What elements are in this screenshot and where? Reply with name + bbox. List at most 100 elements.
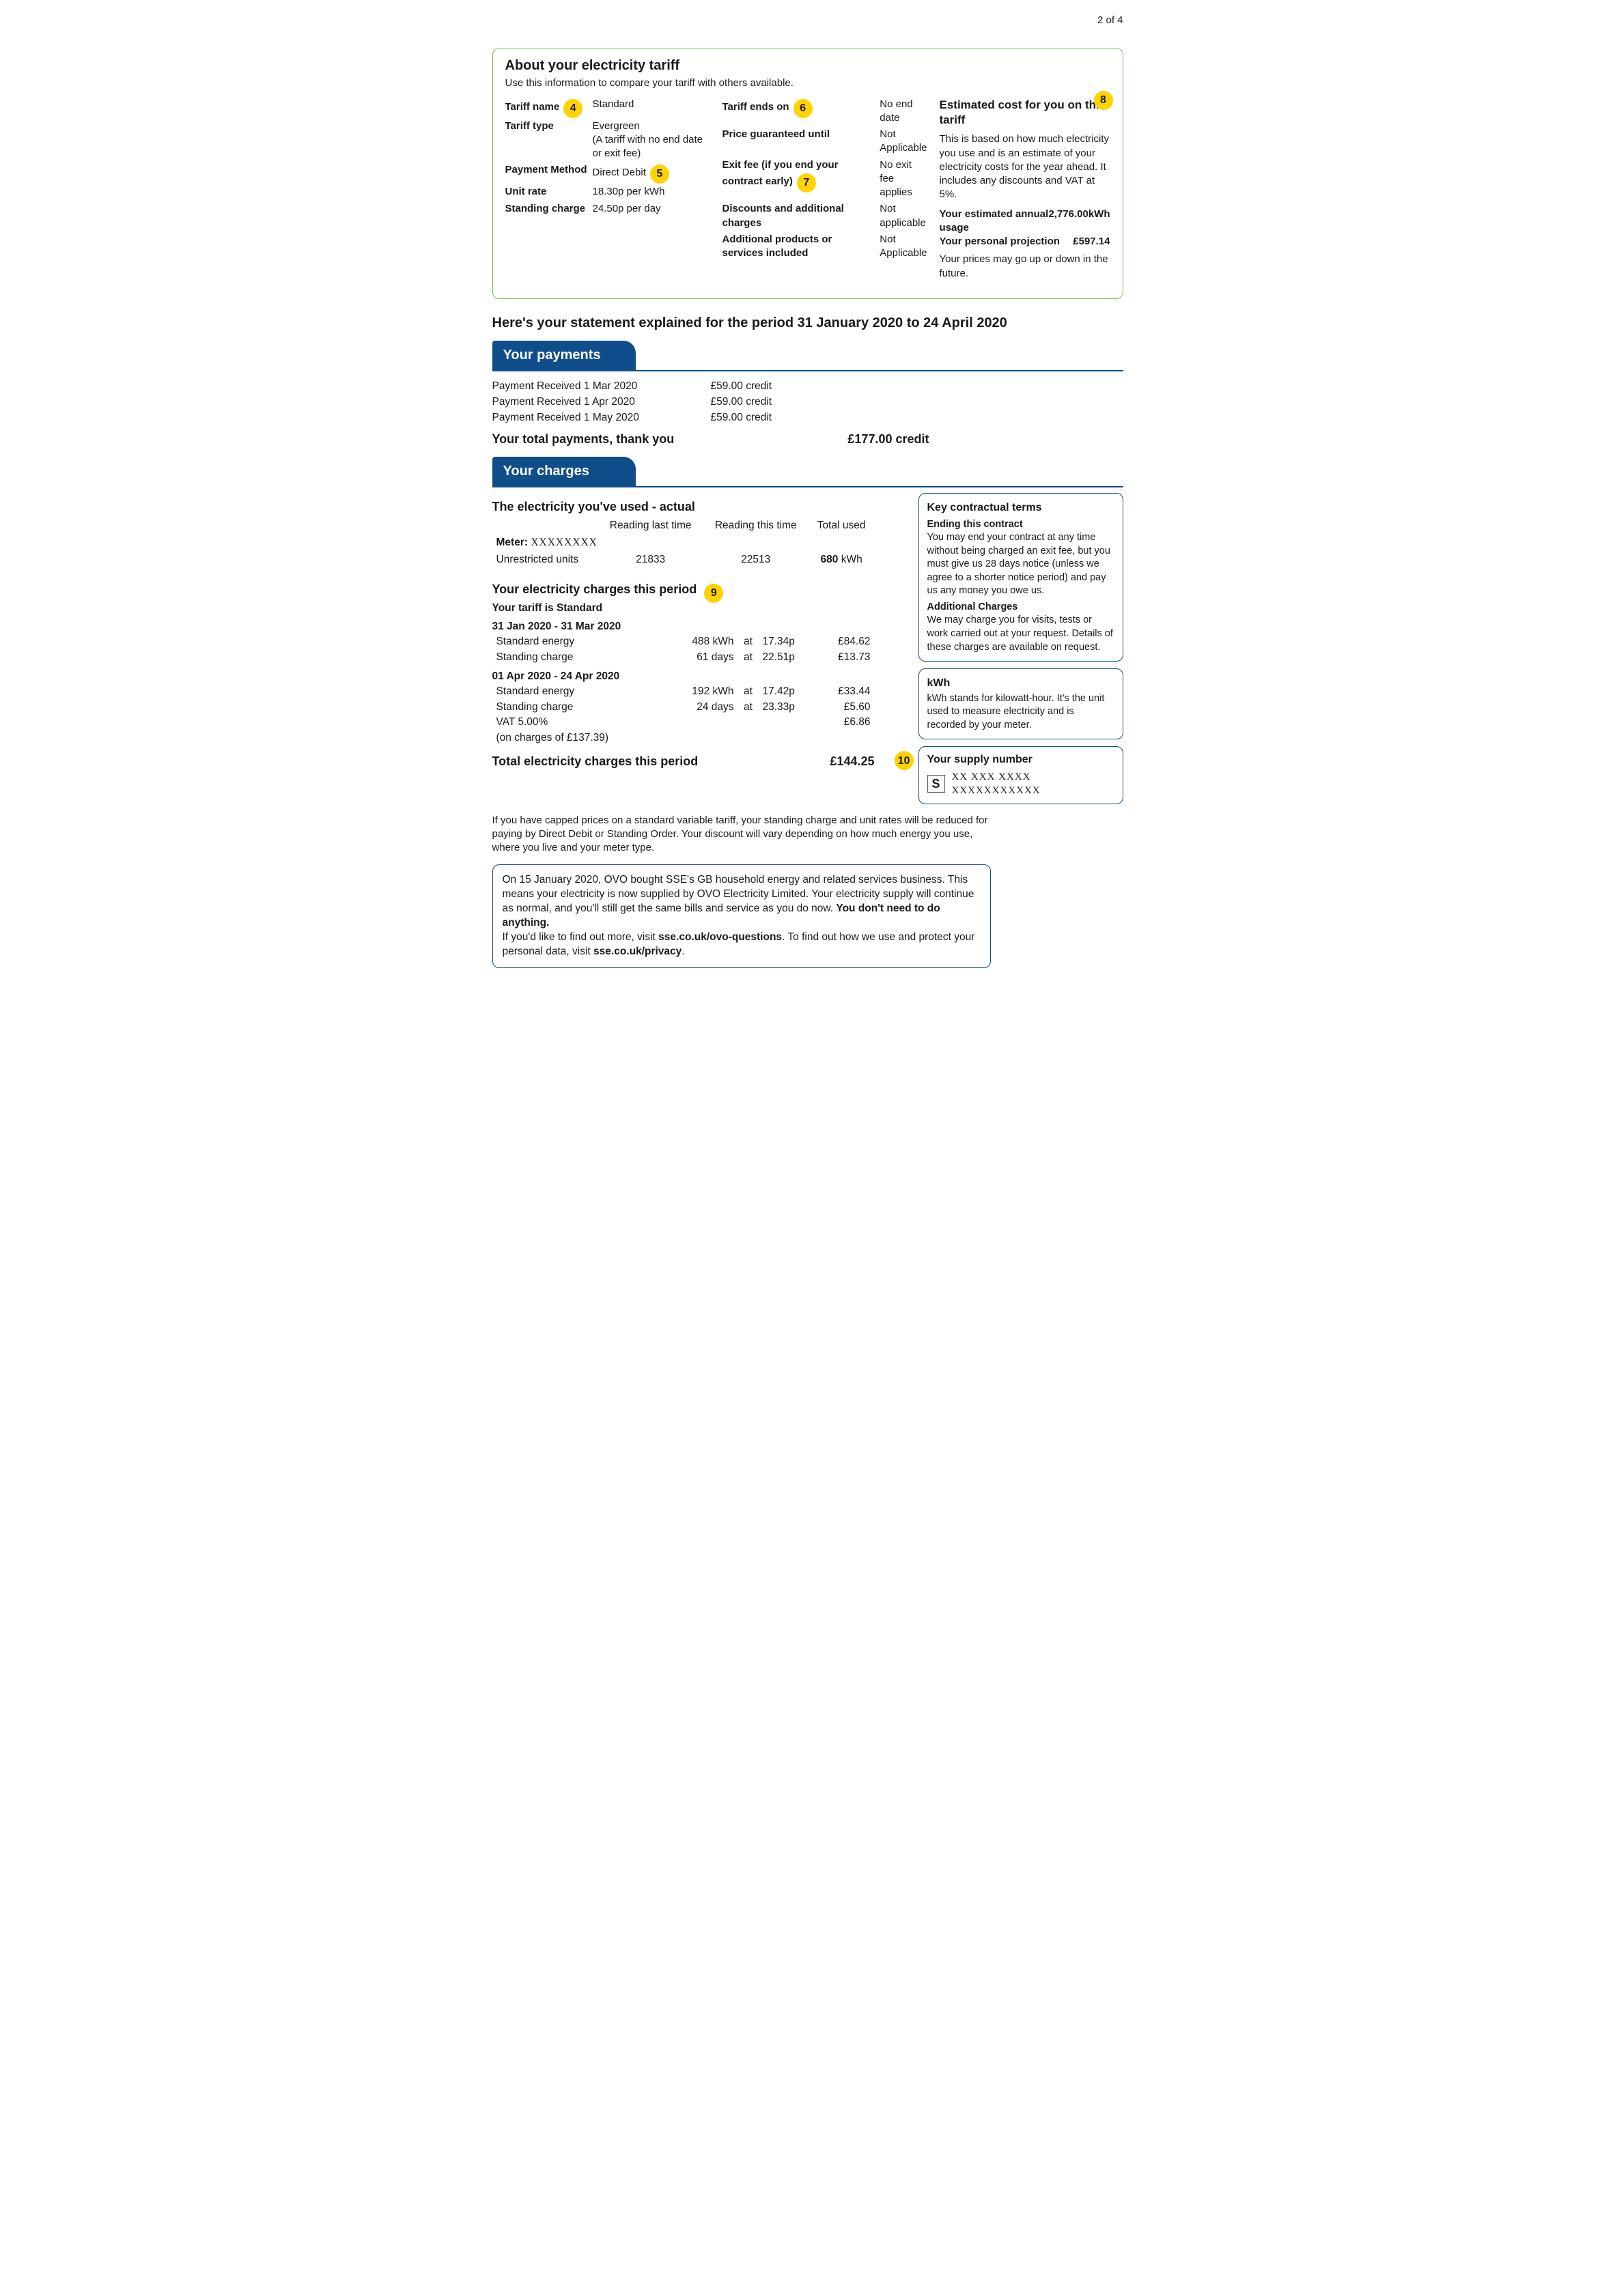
terms-sub2: Additional Charges: [927, 601, 1114, 614]
reading-table: Reading last time Reading this time Tota…: [492, 518, 875, 569]
rule: [492, 486, 1123, 487]
tariff-value: Not Applicable: [880, 233, 927, 261]
usage-total: 680: [821, 554, 839, 565]
cap-note: If you have capped prices on a standard …: [492, 814, 991, 855]
charges-section: Your charges The electricity you've used…: [492, 457, 1123, 968]
usage-this: 22513: [703, 552, 809, 569]
tariff-label: Unit rate: [505, 185, 587, 199]
tariff-title: About your electricity tariff: [505, 57, 1110, 75]
col-total: Total used: [809, 518, 875, 535]
charge-name: Standard energy: [492, 684, 663, 700]
col-this: Reading this time: [703, 518, 809, 535]
terms-title: Key contractual terms: [927, 500, 1114, 515]
usage-unit: kWh: [841, 554, 862, 565]
supply-title: Your supply number: [927, 752, 1114, 767]
charge-qty: 488 kWh: [663, 634, 738, 650]
tariff-col-1: Tariff name4 Standard Tariff typeEvergreen…: [505, 98, 710, 286]
tariff-value: Not applicable: [880, 202, 927, 230]
tariff-est-col: 8 Estimated cost for you on this tariff …: [940, 98, 1110, 286]
payment-label: Payment Received 1 Mar 2020: [492, 380, 684, 394]
tariff-label: Tariff type: [505, 119, 587, 161]
tariff-line: Your tariff is Standard: [492, 601, 906, 616]
tariff-label: Payment Method: [505, 163, 587, 182]
payment-value: £59.00 credit: [711, 380, 772, 394]
supply-box: 10 Your supply number S XX XXX XXXX XXXX…: [918, 746, 1123, 804]
est-body: This is based on how much electricity yo…: [940, 132, 1110, 201]
payments-tab: Your payments: [492, 341, 636, 370]
payments-section: Your payments Payment Received 1 Mar 202…: [492, 341, 1123, 447]
kwh-body: kWh stands for kilowatt-hour. It's the u…: [927, 692, 1114, 733]
ovo-p4: .: [682, 946, 684, 957]
tariff-value: Direct Debit5: [593, 163, 710, 182]
payment-value: £59.00 credit: [711, 411, 772, 425]
badge-4: 4: [563, 99, 582, 118]
tariff-value: Evergreen (A tariff with no end date or …: [593, 119, 710, 161]
tariff-label: Tariff name4: [505, 98, 587, 117]
charge-at: at: [738, 634, 759, 650]
tariff-label: Tariff ends on6: [722, 98, 875, 126]
badge-8: 8: [1094, 91, 1113, 110]
charge-qty: 61 days: [663, 650, 738, 666]
badge-10: 10: [895, 751, 914, 770]
vat-label: VAT 5.00%: [492, 715, 663, 731]
charge-qty: 192 kWh: [663, 684, 738, 700]
ovo-p2: If you'd like to find out more, visit: [503, 931, 659, 943]
period-range: 01 Apr 2020 - 24 Apr 2020: [492, 670, 906, 684]
tariff-value: Standard: [593, 98, 710, 117]
payment-label: Payment Received 1 Apr 2020: [492, 395, 684, 410]
charges-title: Your electricity charges this period: [492, 582, 697, 596]
est-row-label: Your estimated annual usage: [940, 208, 1049, 236]
est-row-value: 2,776.00kWh: [1048, 208, 1110, 236]
charge-amount: £84.62: [813, 634, 875, 650]
tariff-value: 18.30p per kWh: [593, 185, 710, 199]
charge-at: at: [738, 650, 759, 666]
tariff-value: No end date: [880, 98, 927, 126]
est-title: Estimated cost for you on this tariff: [940, 98, 1110, 129]
charge-amount: £33.44: [813, 684, 875, 700]
vat-amount: £6.86: [813, 715, 875, 731]
supply-line1: XX XXX XXXX: [952, 770, 1041, 784]
charge-at: at: [738, 700, 759, 715]
charge-amount: £13.73: [813, 650, 875, 666]
badge-5: 5: [650, 165, 669, 184]
key-terms-box: Key contractual terms Ending this contra…: [918, 493, 1123, 662]
meter-label: Meter:: [496, 537, 529, 548]
charges-tab: Your charges: [492, 457, 636, 486]
vat-row: VAT 5.00% £6.86 (on charges of £137.39): [492, 715, 875, 746]
est-row-label: Your personal projection: [940, 235, 1060, 249]
tariff-subtitle: Use this information to compare your tar…: [505, 76, 1110, 90]
tariff-label: Exit fee (if you end your contract early…: [722, 158, 875, 200]
ovo-box: On 15 January 2020, OVO bought SSE's GB …: [492, 864, 991, 968]
charges-total-label: Total electricity charges this period: [492, 753, 699, 769]
statement-heading: Here's your statement explained for the …: [492, 314, 1123, 332]
usage-last: 21833: [598, 552, 703, 569]
usage-name: Unrestricted units: [492, 552, 598, 569]
usage-title: The electricity you've used - actual: [492, 498, 906, 515]
charge-rate: 17.34p: [759, 634, 813, 650]
charge-rate: 23.33p: [759, 700, 813, 715]
terms-body2: We may charge you for visits, tests or w…: [927, 614, 1114, 654]
supply-line2: XXXXXXXXXXX: [952, 784, 1041, 797]
kwh-title: kWh: [927, 676, 1114, 691]
tariff-box: About your electricity tariff Use this i…: [492, 48, 1123, 299]
tariff-value: 24.50p per day: [593, 202, 710, 216]
charges-total-value: £144.25: [830, 753, 874, 769]
supply-letter: S: [927, 775, 945, 793]
terms-body1: You may end your contract at any time wi…: [927, 531, 1114, 598]
badge-7: 7: [797, 173, 816, 193]
charge-table: Standard energy192 kWhat17.42p£33.44Stan…: [492, 684, 875, 715]
charge-qty: 24 days: [663, 700, 738, 715]
page-number: 2 of 4: [492, 14, 1123, 27]
ovo-b3: sse.co.uk/privacy: [593, 946, 682, 957]
tariff-col-2: Tariff ends on6No end datePrice guarante…: [722, 98, 927, 286]
tariff-label: Standing charge: [505, 202, 587, 216]
payment-label: Payment Received 1 May 2020: [492, 411, 684, 425]
charge-table: Standard energy488 kWhat17.34p£84.62Stan…: [492, 634, 875, 666]
charge-amount: £5.60: [813, 700, 875, 715]
tariff-label: Price guaranteed until: [722, 128, 875, 156]
period-range: 31 Jan 2020 - 31 Mar 2020: [492, 620, 906, 634]
tariff-value: Not Applicable: [880, 128, 927, 156]
est-row-value: £597.14: [1073, 235, 1110, 249]
tariff-label: Additional products or services included: [722, 233, 875, 261]
badge-9: 9: [704, 584, 723, 603]
